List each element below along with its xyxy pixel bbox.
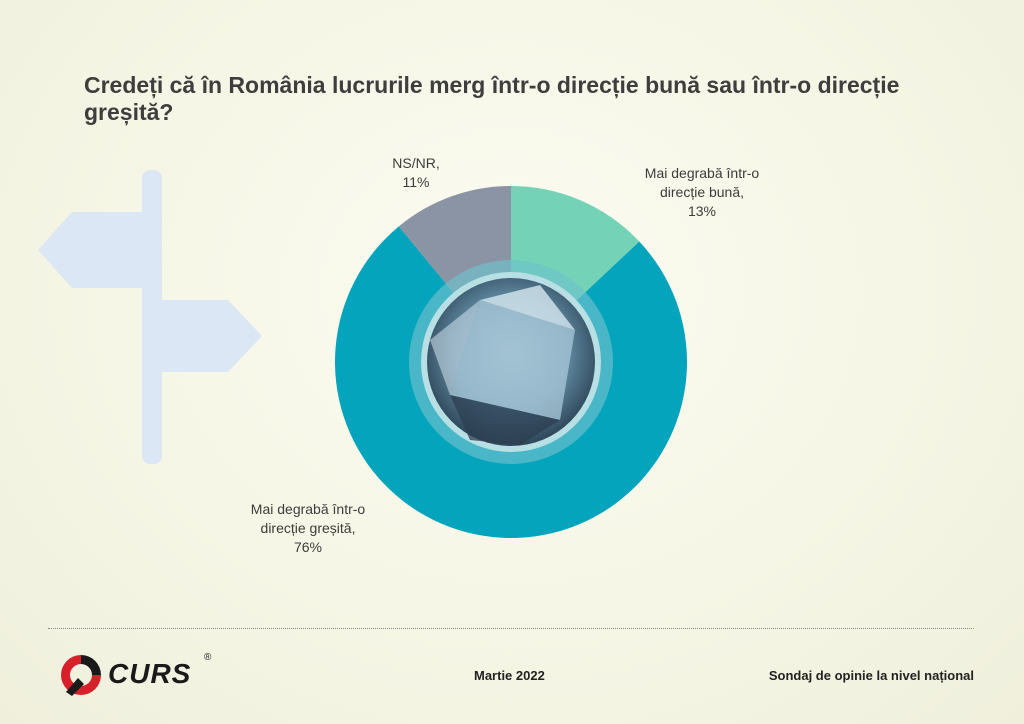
slice-label-wrong-text: Mai degrabă într-o direcție greșită, 76% <box>250 501 366 555</box>
footer-date: Martie 2022 <box>474 668 545 683</box>
footer-divider <box>48 628 974 629</box>
registered-mark: ® <box>204 652 212 663</box>
slice-label-good-text: Mai degrabă într-o direcție bună, 13% <box>644 165 760 219</box>
curs-logo-text: CURS <box>108 658 192 689</box>
slice-label-nsnr: NS/NR, 11% <box>366 154 466 192</box>
signpost-right-arrow <box>142 300 262 372</box>
hub-gem-facet-3 <box>480 285 575 330</box>
footer-note: Sondaj de opinie la nivel național <box>768 668 974 683</box>
signpost-graphic <box>38 170 262 464</box>
donut-center-hub <box>409 260 613 464</box>
curs-logo-icon <box>61 655 101 696</box>
slice-label-good: Mai degrabă într-o direcție bună, 13% <box>622 164 782 221</box>
signpost-left-arrow <box>38 212 162 288</box>
curs-logo: CURS ® <box>56 652 226 698</box>
slice-label-nsnr-text: NS/NR, 11% <box>392 155 440 190</box>
hub-gem-facet-1 <box>450 300 575 420</box>
hub-gem-facet-4 <box>430 300 480 395</box>
chart-title: Credeți că în România lucrurile merg înt… <box>84 72 900 125</box>
slice-label-wrong: Mai degrabă într-o direcție greșită, 76% <box>228 500 388 557</box>
hub-gem-facet-2 <box>450 395 560 445</box>
